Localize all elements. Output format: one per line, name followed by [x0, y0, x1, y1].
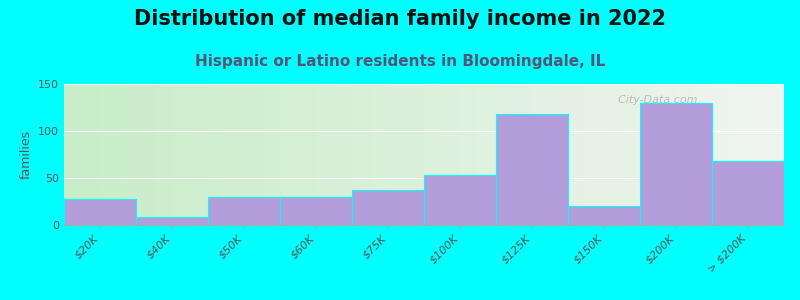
Bar — [496, 114, 568, 225]
Text: City-Data.com: City-Data.com — [611, 95, 698, 105]
Bar — [208, 197, 280, 225]
Bar — [64, 199, 136, 225]
Bar — [424, 175, 496, 225]
Text: Hispanic or Latino residents in Bloomingdale, IL: Hispanic or Latino residents in Blooming… — [195, 54, 605, 69]
Bar — [712, 161, 784, 225]
Bar — [280, 197, 352, 225]
Y-axis label: families: families — [19, 130, 33, 179]
Text: Distribution of median family income in 2022: Distribution of median family income in … — [134, 9, 666, 29]
Bar — [136, 218, 208, 225]
Bar — [640, 103, 712, 225]
Bar — [568, 206, 640, 225]
Bar — [352, 190, 424, 225]
